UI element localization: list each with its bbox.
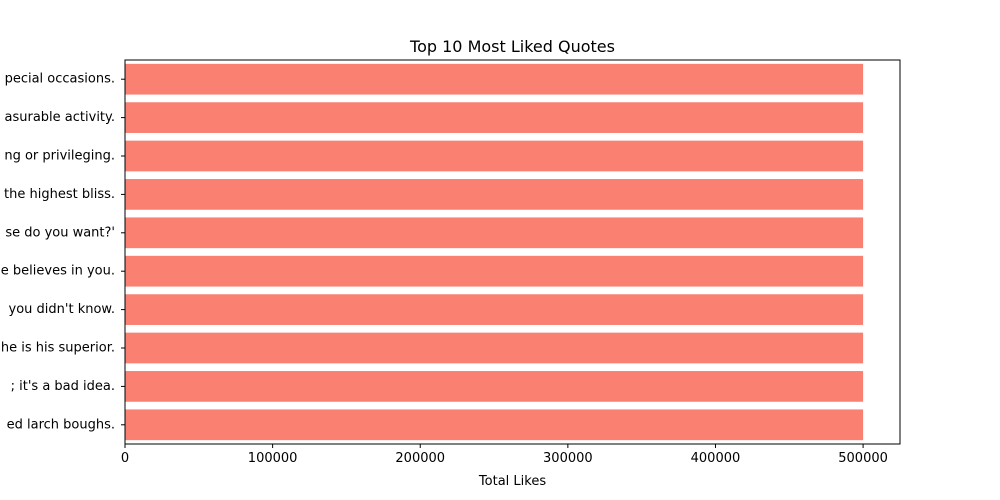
chart-title: Top 10 Most Liked Quotes [409, 37, 615, 56]
bar [125, 294, 864, 325]
x-tick-label: 100000 [248, 451, 298, 466]
x-axis-label: Total Likes [478, 474, 546, 489]
bar [125, 255, 864, 287]
y-tick-label: the highest bliss. [4, 187, 115, 202]
y-tick-label: asurable activity. [5, 110, 115, 125]
y-tick-label: pecial occasions. [5, 72, 115, 87]
y-tick-label: e believes in you. [1, 264, 115, 279]
x-ticks: 0 100000 200000 300000 400000 500000 [121, 444, 888, 466]
plot-frame [124, 59, 901, 445]
x-tick-label: 200000 [395, 451, 445, 466]
y-tick-label: ed larch boughs. [7, 417, 115, 432]
y-tick-label: ng or privileging. [4, 149, 115, 164]
x-tick-label: 0 [121, 451, 129, 466]
bar [125, 332, 864, 364]
y-tick-label: he is his superior. [1, 341, 115, 356]
bar [125, 140, 864, 172]
bar [125, 102, 864, 133]
y-tick-label: se do you want?' [5, 225, 115, 240]
y-tick-label: you didn't know. [9, 302, 115, 317]
bar [125, 409, 864, 441]
y-tick-labels: pecial occasions. asurable activity. ng or… [1, 72, 125, 432]
y-tick-label: ; it's a bad idea. [11, 379, 115, 394]
bar [125, 179, 864, 210]
bar [125, 217, 864, 249]
bar [125, 63, 864, 95]
x-tick-label: 300000 [543, 451, 593, 466]
x-tick-label: 500000 [838, 451, 888, 466]
x-tick-label: 400000 [691, 451, 741, 466]
bars-group [125, 63, 864, 441]
bar [125, 371, 864, 402]
